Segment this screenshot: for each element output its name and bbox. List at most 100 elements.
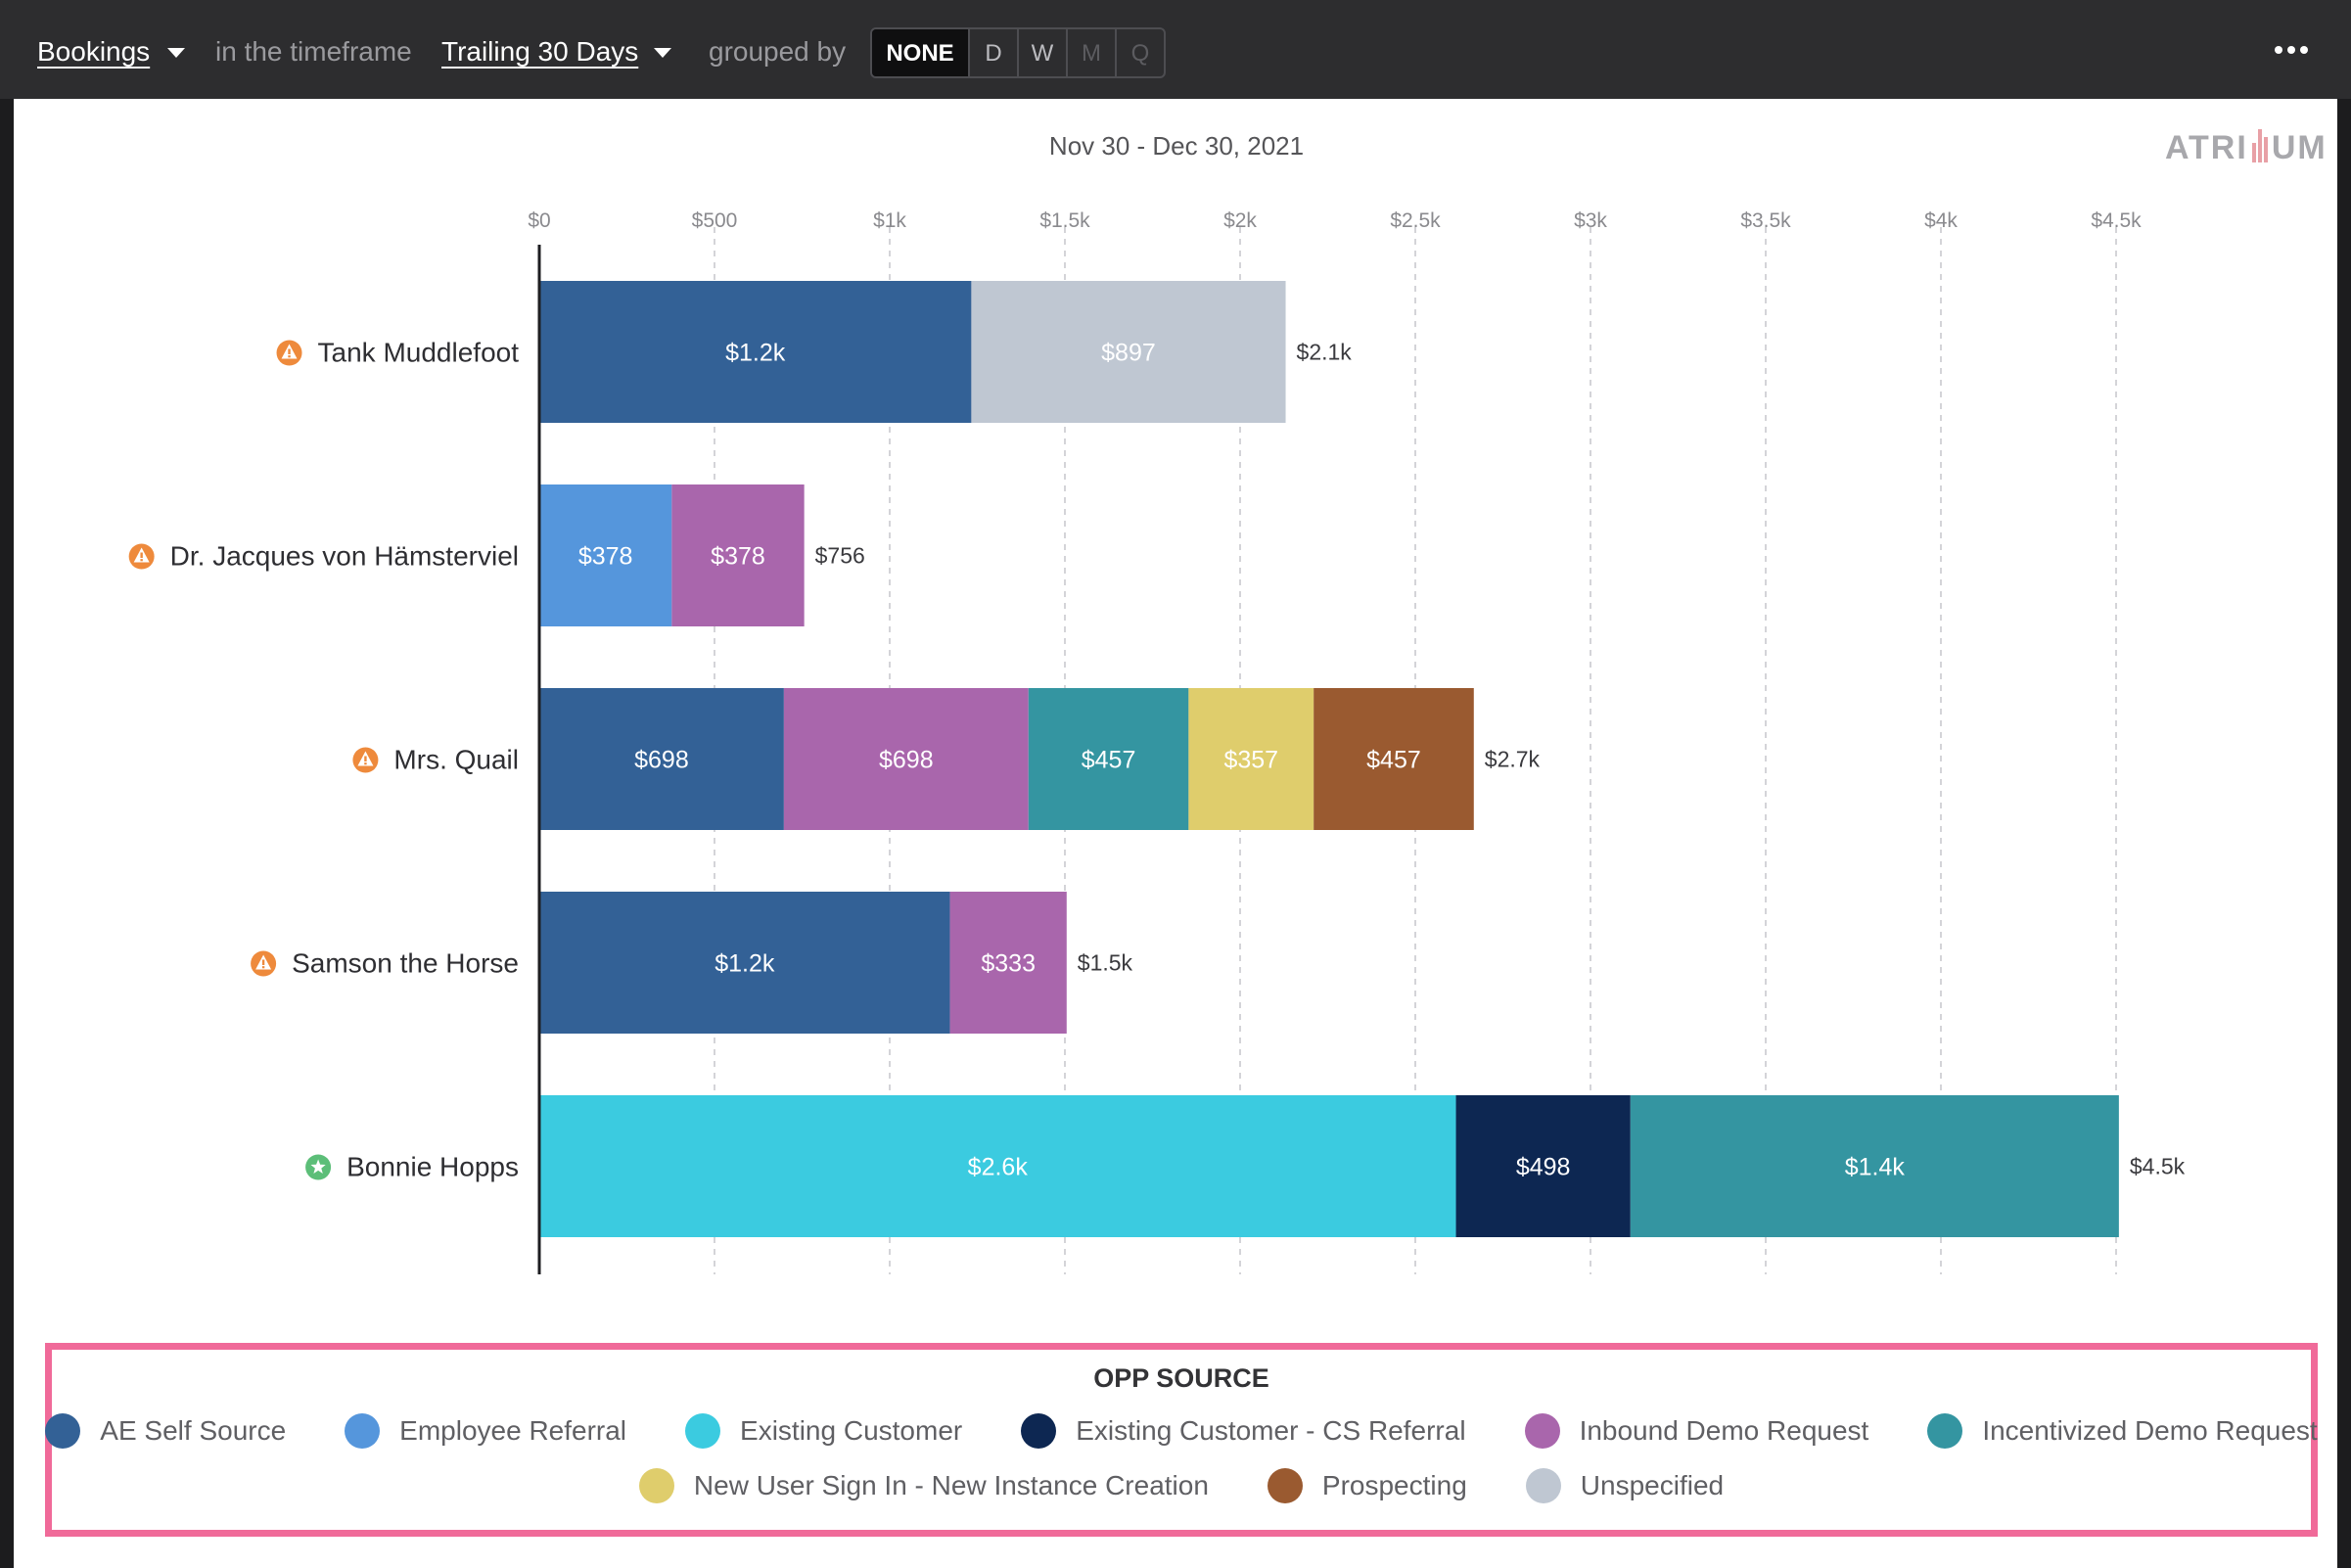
- grouped-by-text: grouped by: [709, 36, 847, 67]
- bar-segment-prospecting[interactable]: [1314, 688, 1474, 830]
- legend-swatch-icon: [685, 1413, 721, 1449]
- bar-segment-label: $357: [1223, 747, 1278, 774]
- bar-segment-label: $498: [1516, 1154, 1571, 1181]
- legend-swatch-icon: [45, 1413, 81, 1449]
- toolbar: Bookings in the timeframe Trailing 30 Da…: [0, 0, 2351, 99]
- bar-segment-inbound-demo-request[interactable]: [671, 484, 805, 626]
- date-range-title: Nov 30 - Dec 30, 2021: [1048, 131, 1305, 161]
- legend-item-existing-customer[interactable]: Existing Customer: [685, 1413, 962, 1449]
- bar-segment-ae-self-source[interactable]: [539, 892, 950, 1034]
- legend-label: Employee Referral: [399, 1415, 627, 1446]
- x-tick-label: $500: [692, 209, 738, 232]
- legend-swatch-icon: [638, 1468, 674, 1503]
- grouping-none-button[interactable]: NONE: [872, 29, 968, 76]
- warning-icon-mark: [261, 959, 265, 965]
- x-tick-label: $4k: [1924, 209, 1958, 232]
- legend-row: New User Sign In - New Instance Creation…: [52, 1468, 2311, 1503]
- legend-swatch-icon: [1524, 1413, 1560, 1449]
- legend-item-unspecified[interactable]: Unspecified: [1525, 1468, 1725, 1503]
- bar-total-label: $2.1k: [1297, 340, 1353, 365]
- timeframe-selector[interactable]: Trailing 30 Days: [441, 36, 639, 67]
- legend-label: New User Sign In - New Instance Creation: [693, 1470, 1209, 1500]
- stacked-bar-chart: $0 $500 $1k $1.5k $2k $2.5k $3k $3.5k $4k $4.5k $1…: [128, 209, 2186, 1274]
- legend-swatch-icon: [1267, 1468, 1303, 1503]
- warning-icon-mark: [364, 756, 367, 761]
- legend-item-prospecting[interactable]: Prospecting: [1267, 1468, 1467, 1503]
- bar-segment-label: $457: [1082, 747, 1136, 774]
- legend-item-incentivized-demo-request[interactable]: Incentivized Demo Request: [1927, 1413, 2318, 1449]
- warning-icon-mark: [288, 348, 291, 354]
- grouping-week-button[interactable]: W: [1017, 29, 1066, 76]
- legend-item-new-user-sign-in-new-instance-creation[interactable]: New User Sign In - New Instance Creation: [638, 1468, 1209, 1503]
- bar-segment-unspecified[interactable]: [971, 281, 1286, 423]
- bar-segment-label: $1.2k: [715, 950, 775, 978]
- more-options-icon[interactable]: [2275, 35, 2310, 65]
- legend-item-ae-self-source[interactable]: AE Self Source: [45, 1413, 286, 1449]
- bar-segment-label: $457: [1366, 747, 1421, 774]
- bar-segment-label: $1.4k: [1845, 1154, 1906, 1181]
- x-tick-label: $2.5k: [1390, 209, 1441, 232]
- bar-segment-existing-customer[interactable]: [539, 1095, 1456, 1237]
- warning-icon-dot: [140, 559, 143, 562]
- bar-segment-label: $1.2k: [725, 340, 786, 367]
- legend-label: Unspecified: [1580, 1470, 1725, 1500]
- x-tick-label: $2k: [1223, 209, 1257, 232]
- legend-item-existing-customer-cs-referral[interactable]: Existing Customer - CS Referral: [1021, 1413, 1466, 1449]
- bar-segment-inbound-demo-request[interactable]: [783, 688, 1029, 830]
- rep-name-label[interactable]: Mrs. Quail: [393, 745, 519, 775]
- x-tick-label: $0: [528, 209, 550, 232]
- bar-segment-label: $333: [981, 950, 1036, 978]
- grouping-toggle: NONE D W M Q: [870, 27, 1166, 78]
- bar-total-label: $4.5k: [2130, 1154, 2186, 1179]
- legend-swatch-icon: [1021, 1413, 1057, 1449]
- star-icon-glyph: [310, 1159, 326, 1174]
- bar-total-label: $756: [815, 543, 865, 569]
- bar-segment-ae-self-source[interactable]: [539, 688, 784, 830]
- bar-segment-label: $897: [1101, 340, 1156, 367]
- rep-name-label[interactable]: Dr. Jacques von Hämsterviel: [170, 541, 519, 572]
- x-tick-label: $4.5k: [2091, 209, 2142, 232]
- x-tick-label: $1.5k: [1039, 209, 1090, 232]
- timeframe-chevron-down-icon[interactable]: [654, 48, 671, 58]
- bar-segment-label: $378: [578, 543, 633, 571]
- metric-chevron-down-icon[interactable]: [167, 48, 185, 58]
- legend-label: Existing Customer: [740, 1415, 963, 1446]
- legend-item-inbound-demo-request[interactable]: Inbound Demo Request: [1524, 1413, 1869, 1449]
- atrium-logo: ATRI UM: [2165, 129, 2328, 166]
- bar-total-label: $1.5k: [1078, 950, 1133, 976]
- bar-segment-inbound-demo-request[interactable]: [949, 892, 1067, 1034]
- grouping-month-button[interactable]: M: [1066, 29, 1115, 76]
- warning-icon-dot: [364, 762, 367, 765]
- x-tick-label: $3k: [1574, 209, 1607, 232]
- bar-total-label: $2.7k: [1485, 747, 1541, 772]
- timeframe-connector-text: in the timeframe: [215, 36, 412, 67]
- x-tick-label: $1k: [873, 209, 906, 232]
- legend-item-employee-referral[interactable]: Employee Referral: [345, 1413, 626, 1449]
- rep-name-label[interactable]: Samson the Horse: [292, 948, 519, 979]
- legend-label: Incentivized Demo Request: [1982, 1415, 2318, 1446]
- legend-label: Existing Customer - CS Referral: [1076, 1415, 1466, 1446]
- rep-name-label[interactable]: Tank Muddlefoot: [318, 338, 520, 368]
- grouping-quarter-button[interactable]: Q: [1115, 29, 1164, 76]
- legend-label: Prospecting: [1321, 1470, 1467, 1500]
- bar-segment-label: $698: [879, 747, 934, 774]
- bar-segment-label: $2.6k: [968, 1154, 1029, 1181]
- warning-icon-dot: [261, 966, 265, 969]
- metric-selector[interactable]: Bookings: [37, 36, 151, 67]
- legend-swatch-icon: [345, 1413, 381, 1449]
- bar-segment-existing-customer-cs-referral[interactable]: [1455, 1095, 1631, 1237]
- legend-swatch-icon: [1525, 1468, 1561, 1503]
- bar-segment-label: $378: [711, 543, 765, 571]
- bar-segment-label: $698: [634, 747, 689, 774]
- grouping-day-button[interactable]: D: [968, 29, 1017, 76]
- bar-segment-new-user-sign-in-new-instance-creation[interactable]: [1188, 688, 1314, 830]
- bar-segment-incentivized-demo-request[interactable]: [1630, 1095, 2119, 1237]
- bar-segment-incentivized-demo-request[interactable]: [1028, 688, 1189, 830]
- legend-label: Inbound Demo Request: [1579, 1415, 1869, 1446]
- x-tick-label: $3.5k: [1740, 209, 1791, 232]
- legend-label: AE Self Source: [100, 1415, 287, 1446]
- bar-segment-employee-referral[interactable]: [539, 484, 672, 626]
- rep-name-label[interactable]: Bonnie Hopps: [346, 1152, 519, 1182]
- bar-segment-ae-self-source[interactable]: [539, 281, 972, 423]
- legend-swatch-icon: [1927, 1413, 1963, 1449]
